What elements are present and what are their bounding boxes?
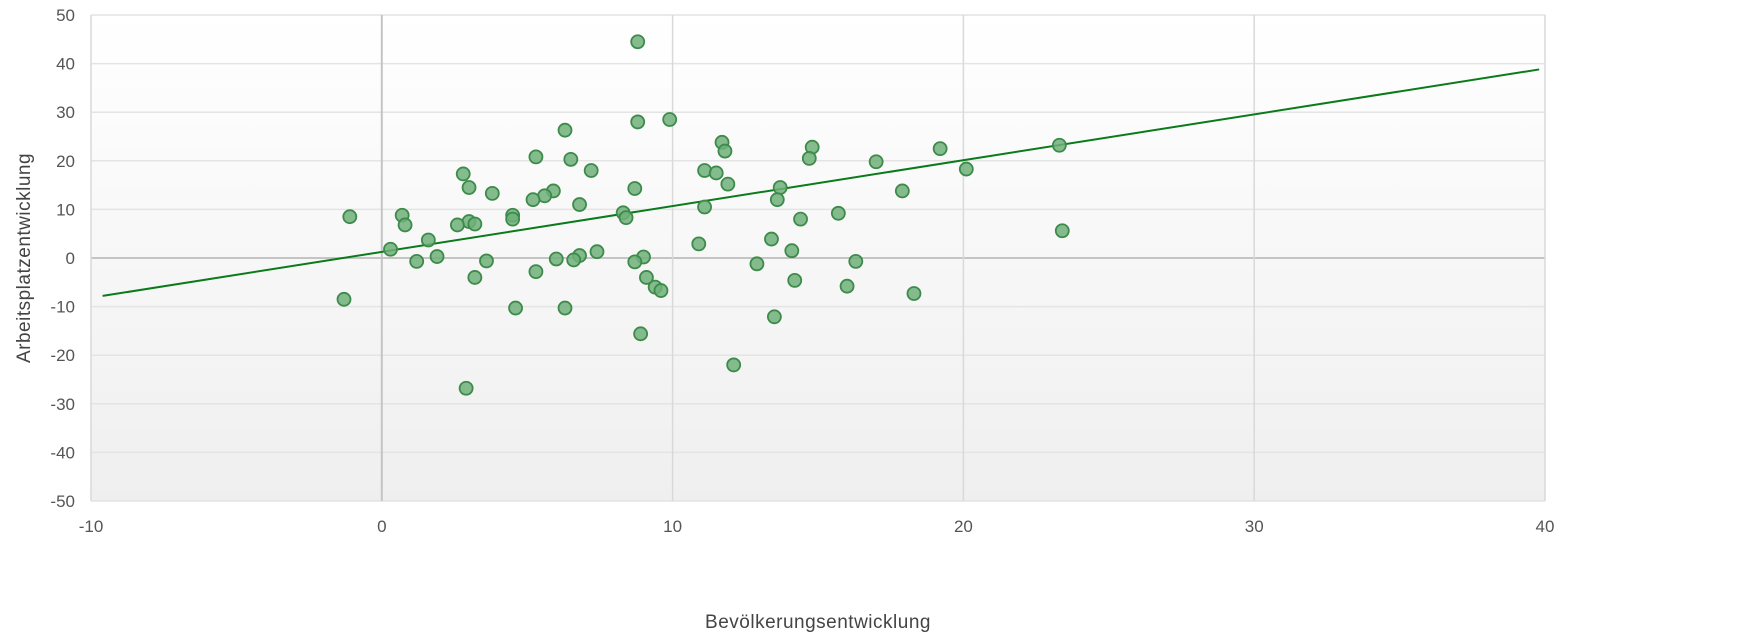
data-point: [458, 380, 474, 396]
y-tick-label: -30: [50, 395, 75, 414]
data-point: [455, 166, 471, 182]
data-point: [766, 309, 782, 325]
x-axis-title: Bevölkerungsentwicklung: [705, 612, 931, 633]
trendline: [102, 68, 1540, 297]
y-tick-label: -40: [50, 443, 75, 462]
data-point: [557, 122, 573, 138]
data-point: [839, 278, 855, 294]
grid-lines: [90, 14, 1546, 502]
y-tick-label: 20: [56, 152, 75, 171]
data-point: [633, 326, 649, 342]
data-point: [397, 217, 413, 233]
data-point: [467, 270, 483, 285]
data-point: [525, 192, 541, 208]
data-point: [662, 112, 678, 127]
data-point: [787, 272, 803, 288]
data-point: [868, 154, 884, 170]
y-tick-label: -20: [50, 346, 75, 365]
data-point: [342, 209, 358, 225]
data-point: [764, 231, 779, 247]
y-tick-label: 40: [56, 55, 75, 74]
data-point: [528, 264, 544, 280]
data-point: [848, 254, 864, 269]
data-point: [769, 192, 785, 208]
data-point: [653, 283, 669, 298]
data-point: [420, 232, 436, 248]
y-axis-title: Arbeitsplatzentwicklung: [14, 153, 35, 363]
data-point: [793, 211, 808, 227]
data-point: [484, 185, 500, 201]
x-tick-label: -10: [79, 517, 104, 536]
data-point: [566, 252, 582, 268]
data-point: [726, 357, 742, 373]
data-point: [505, 211, 521, 227]
data-point: [618, 210, 634, 226]
data-points: [336, 34, 1070, 396]
data-point: [429, 249, 445, 264]
y-tick-label: 50: [56, 6, 75, 25]
data-point: [627, 254, 643, 270]
data-point: [572, 197, 587, 212]
x-tick-label: 20: [954, 517, 973, 536]
data-point: [630, 34, 646, 50]
y-tick-label: -50: [50, 492, 75, 511]
data-point: [830, 205, 846, 221]
data-point: [691, 236, 707, 252]
data-point: [639, 270, 654, 285]
data-point: [932, 141, 948, 157]
data-point: [383, 241, 398, 257]
data-point: [717, 143, 733, 159]
y-tick-label: 0: [66, 249, 75, 268]
data-point: [589, 244, 605, 260]
x-tick-label: 10: [663, 517, 682, 536]
y-tick-label: -10: [50, 298, 75, 317]
data-point: [528, 149, 544, 165]
data-point: [720, 176, 736, 192]
data-point: [708, 165, 724, 181]
x-tick-label: 30: [1245, 517, 1264, 536]
data-point: [548, 251, 564, 267]
data-point: [749, 256, 765, 272]
data-point: [801, 150, 817, 166]
data-point: [508, 300, 523, 316]
data-point: [409, 254, 425, 269]
data-point: [630, 114, 646, 130]
x-tick-label: 0: [377, 517, 386, 536]
data-point: [467, 216, 483, 232]
data-point: [583, 163, 599, 178]
data-point: [336, 291, 352, 307]
y-tick-label: 10: [56, 200, 75, 219]
data-point: [461, 180, 477, 195]
data-point: [479, 253, 494, 269]
data-point: [894, 183, 910, 199]
data-point: [697, 199, 712, 215]
x-tick-label: 40: [1536, 517, 1555, 536]
data-point: [1054, 223, 1070, 239]
data-point: [563, 151, 579, 167]
trendline-group: [102, 68, 1540, 297]
data-point: [772, 180, 788, 195]
y-tick-label: 30: [56, 103, 75, 122]
data-point: [557, 300, 573, 316]
data-point: [784, 243, 800, 259]
data-point: [958, 161, 974, 177]
data-point: [627, 181, 643, 196]
data-point: [906, 286, 922, 301]
data-point: [1051, 137, 1067, 153]
data-point: [450, 217, 465, 233]
